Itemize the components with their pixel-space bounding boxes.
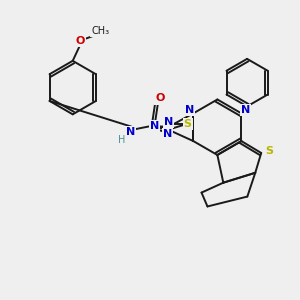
Text: N: N bbox=[150, 121, 159, 131]
Text: N: N bbox=[241, 105, 250, 116]
Text: H: H bbox=[118, 135, 125, 145]
Text: O: O bbox=[76, 36, 85, 46]
Text: N: N bbox=[185, 105, 194, 116]
Text: N: N bbox=[163, 129, 172, 139]
Text: S: S bbox=[184, 119, 192, 129]
Text: O: O bbox=[155, 94, 165, 103]
Text: N: N bbox=[164, 117, 173, 127]
Text: N: N bbox=[126, 127, 135, 137]
Text: CH₃: CH₃ bbox=[92, 26, 110, 36]
Text: S: S bbox=[265, 146, 273, 156]
